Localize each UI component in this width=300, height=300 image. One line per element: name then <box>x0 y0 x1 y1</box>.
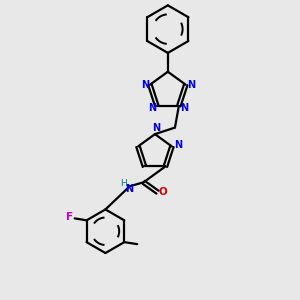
Text: N: N <box>187 80 195 90</box>
Text: O: O <box>158 187 167 197</box>
Text: N: N <box>141 80 149 90</box>
Text: N: N <box>148 103 156 113</box>
Text: N: N <box>180 103 188 113</box>
Text: H: H <box>120 179 127 188</box>
Text: N: N <box>125 184 133 194</box>
Text: F: F <box>66 212 73 222</box>
Text: N: N <box>152 123 160 133</box>
Text: N: N <box>174 140 182 151</box>
